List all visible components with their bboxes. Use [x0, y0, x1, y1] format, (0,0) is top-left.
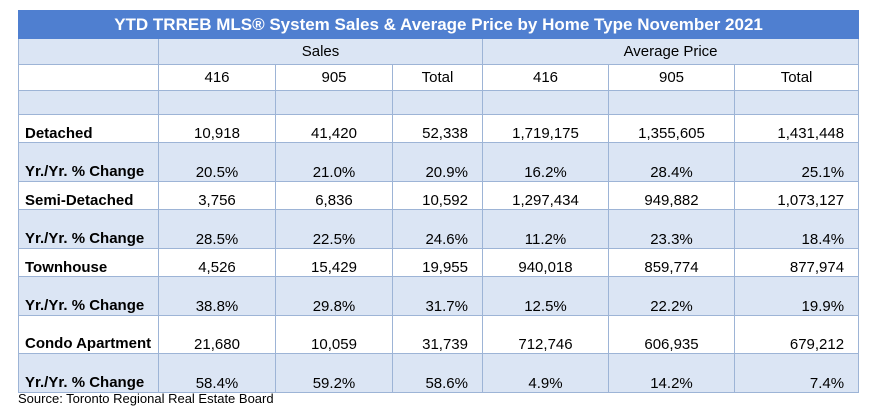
table-cell: 949,882: [608, 181, 735, 210]
column-header: 416: [482, 64, 609, 91]
table-cell: 4,526: [158, 248, 276, 277]
table-row: Yr./Yr. % Change 38.8% 29.8% 31.7% 12.5% 22.2…: [18, 276, 860, 316]
row-label: Condo Apartment: [18, 315, 159, 354]
table-cell: 10,059: [275, 315, 393, 354]
source-note: Source: Toronto Regional Real Estate Boa…: [18, 391, 274, 406]
table-cell: 21,680: [158, 315, 276, 354]
table-cell: 940,018: [482, 248, 609, 277]
table-cell: 14.2%: [608, 353, 735, 393]
table-cell: 19,955: [392, 248, 483, 277]
table-cell: 52,338: [392, 114, 483, 143]
row-label: Semi-Detached: [18, 181, 159, 210]
column-header-blank: [18, 64, 159, 91]
group-header-average-price: Average Price: [481, 38, 860, 65]
table-cell: 29.8%: [275, 276, 393, 316]
table-title: YTD TRREB MLS® System Sales & Average Pr…: [17, 10, 860, 39]
table-row: Yr./Yr. % Change 28.5% 22.5% 24.6% 11.2% 23.3…: [18, 209, 860, 249]
table-cell: 1,719,175: [482, 114, 609, 143]
table-cell: 10,592: [392, 181, 483, 210]
row-label: Yr./Yr. % Change: [18, 142, 159, 182]
row-label: Detached: [18, 114, 159, 143]
table-cell: 10,918: [158, 114, 276, 143]
table-cell: 22.2%: [608, 276, 735, 316]
table-row: Detached 10,918 41,420 52,338 1,719,175 1,355…: [18, 114, 860, 143]
table-cell: 606,935: [608, 315, 735, 354]
table-cell: 7.4%: [733, 353, 860, 393]
table-cell: 6,836: [275, 181, 393, 210]
table-cell: 679,212: [733, 315, 860, 354]
column-header: Total: [392, 64, 483, 91]
table-cell: 1,431,448: [733, 114, 860, 143]
table-cell: 38.8%: [158, 276, 276, 316]
table-cell: 15,429: [275, 248, 393, 277]
table-cell: 20.5%: [158, 142, 276, 182]
table-row: Condo Apartment 21,680 10,059 31,739 712,746…: [18, 315, 860, 354]
table-cell: 1,297,434: [482, 181, 609, 210]
table-cell: 11.2%: [482, 209, 609, 249]
table-cell: 1,073,127: [733, 181, 860, 210]
table-cell: 59.2%: [275, 353, 393, 393]
table-cell: 18.4%: [733, 209, 860, 249]
table-cell: 58.4%: [158, 353, 276, 393]
row-label: Townhouse: [18, 248, 159, 277]
table-cell: 877,974: [733, 248, 860, 277]
table-cell: 4.9%: [482, 353, 609, 393]
table-cell: 712,746: [482, 315, 609, 354]
table-cell: 859,774: [608, 248, 735, 277]
spacer-row: [18, 90, 860, 115]
table-cell: 31,739: [392, 315, 483, 354]
table-row: Semi-Detached 3,756 6,836 10,592 1,297,434 94…: [18, 181, 860, 210]
table-cell: 24.6%: [392, 209, 483, 249]
table-cell: 20.9%: [392, 142, 483, 182]
column-header: 416: [158, 64, 276, 91]
sales-price-table: YTD TRREB MLS® System Sales & Average Pr…: [17, 10, 860, 393]
group-header-sales: Sales: [158, 38, 483, 65]
table-row: Yr./Yr. % Change 20.5% 21.0% 20.9% 16.2% 28.4…: [18, 142, 860, 182]
table-row: Yr./Yr. % Change 58.4% 59.2% 58.6% 4.9% 14.2%…: [18, 353, 860, 393]
table-cell: 19.9%: [733, 276, 860, 316]
column-header: Total: [733, 64, 860, 91]
table-cell: 28.5%: [158, 209, 276, 249]
table-cell: 12.5%: [482, 276, 609, 316]
column-header: 905: [608, 64, 735, 91]
table-cell: 28.4%: [608, 142, 735, 182]
table-cell: 58.6%: [392, 353, 483, 393]
table-cell: 1,355,605: [608, 114, 735, 143]
table-cell: 22.5%: [275, 209, 393, 249]
table-row: Townhouse 4,526 15,429 19,955 940,018 859,774…: [18, 248, 860, 277]
table-cell: 23.3%: [608, 209, 735, 249]
table-cell: 3,756: [158, 181, 276, 210]
group-header-blank: [18, 38, 159, 65]
table-cell: 21.0%: [275, 142, 393, 182]
table-cell: 31.7%: [392, 276, 483, 316]
row-label: Yr./Yr. % Change: [18, 353, 159, 393]
table-cell: 41,420: [275, 114, 393, 143]
column-header: 905: [275, 64, 393, 91]
sales-price-table-container: YTD TRREB MLS® System Sales & Average Pr…: [17, 10, 860, 393]
table-cell: 25.1%: [733, 142, 860, 182]
table-cell: 16.2%: [482, 142, 609, 182]
row-label: Yr./Yr. % Change: [18, 209, 159, 249]
row-label: Yr./Yr. % Change: [18, 276, 159, 316]
